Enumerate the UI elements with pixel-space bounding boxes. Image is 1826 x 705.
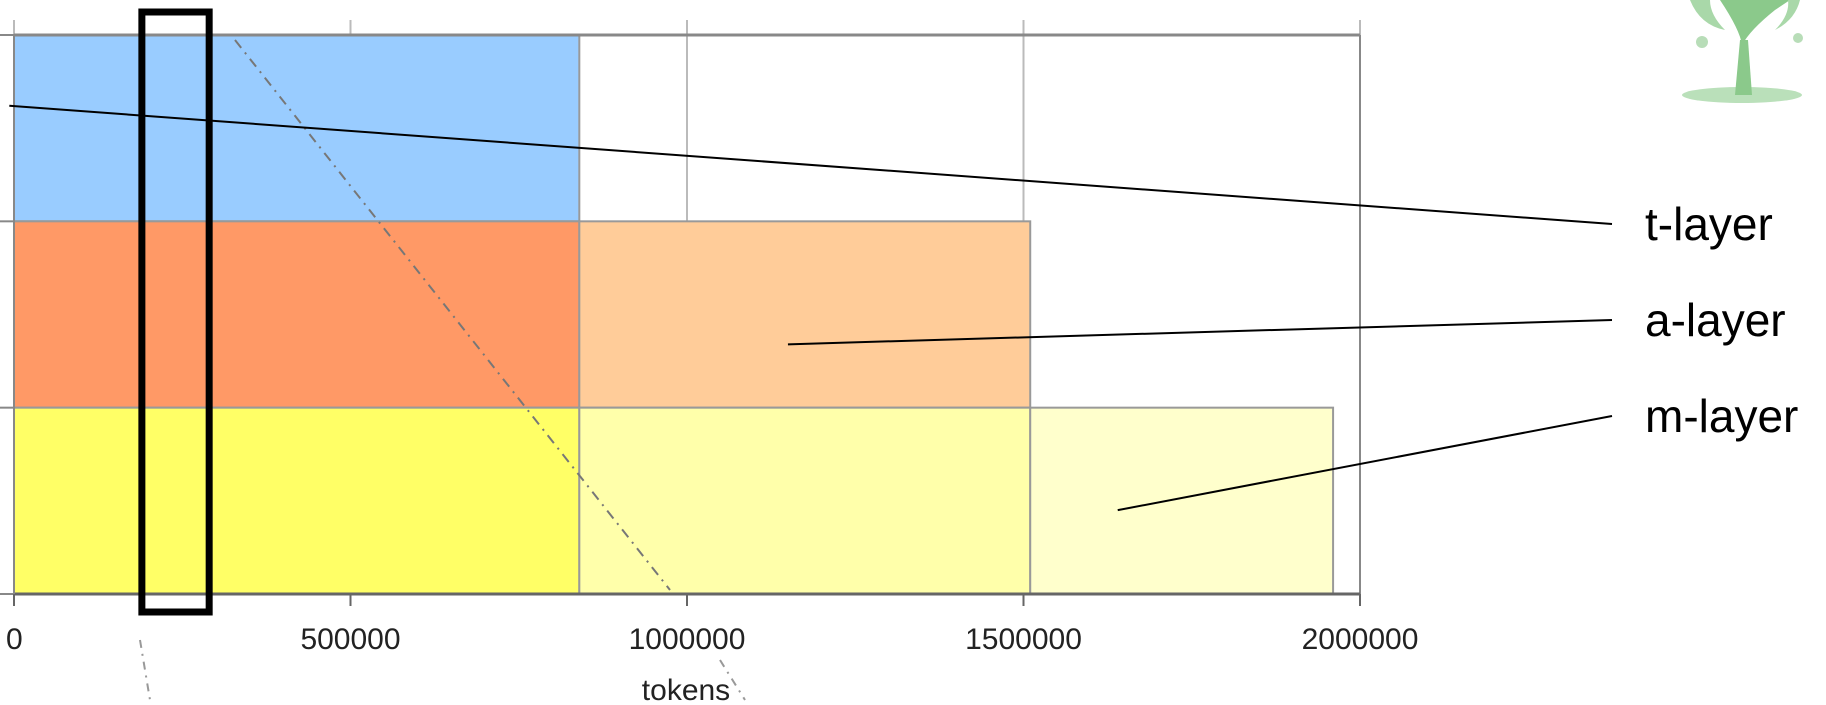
m-layer-label: m-layer bbox=[1645, 390, 1798, 442]
m-layer-leader-line bbox=[1117, 415, 1613, 512]
m-layer-segment-0 bbox=[13, 406, 581, 595]
x-tick-label-3: 1500000 bbox=[965, 623, 1082, 656]
x-tick-label-4: 2000000 bbox=[1302, 623, 1419, 656]
zoom-guide-line bbox=[234, 39, 671, 591]
t-layer-segment-0 bbox=[13, 34, 581, 223]
t-layer-label: t-layer bbox=[1645, 198, 1773, 250]
layer-labels: t-layer a-layer m-layer bbox=[9, 104, 1798, 512]
a-layer-leader-line bbox=[787, 319, 1613, 346]
highlight-window bbox=[138, 8, 213, 616]
zoom-guide-line-lower-right bbox=[719, 659, 746, 701]
m-layer-segment-2 bbox=[1029, 406, 1335, 595]
decorations bbox=[139, 39, 746, 701]
x-tick-label-1: 500000 bbox=[300, 623, 400, 656]
a-layer-segment-1 bbox=[578, 220, 1032, 409]
x-tick-label-0: 0 bbox=[6, 623, 23, 656]
m-layer-segment-1 bbox=[578, 406, 1032, 595]
x-axis-ticks: 0 500000 1000000 1500000 2000000 bbox=[6, 594, 1418, 656]
x-tick-label-2: 1000000 bbox=[629, 623, 746, 656]
a-layer-label: a-layer bbox=[1645, 294, 1786, 346]
a-layer-segment-0 bbox=[13, 220, 581, 409]
bars bbox=[13, 34, 1335, 595]
tree-icon bbox=[1682, 0, 1803, 103]
zoom-guide-line-lower bbox=[139, 639, 151, 701]
highlight-box bbox=[138, 8, 213, 616]
t-layer-leader-line bbox=[9, 104, 1613, 225]
x-axis-title: tokens bbox=[642, 674, 730, 705]
